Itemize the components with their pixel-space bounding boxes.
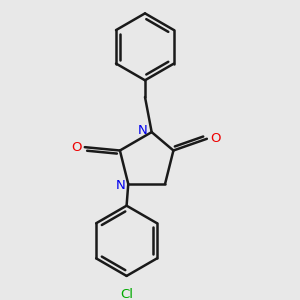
Text: N: N (138, 124, 148, 137)
Text: N: N (116, 179, 126, 192)
Text: Cl: Cl (120, 288, 133, 300)
Text: O: O (71, 141, 81, 154)
Text: O: O (210, 132, 221, 145)
